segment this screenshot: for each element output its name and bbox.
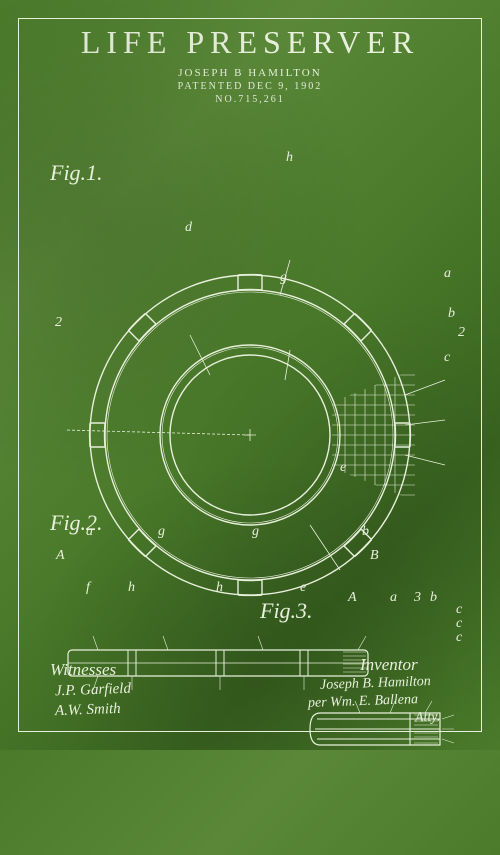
witness-sig-2: A.W. Smith: [55, 701, 121, 720]
fig3-drawing: [0, 105, 500, 855]
witnesses-label: Witnesses: [50, 660, 116, 680]
fig3-part-c3: c: [456, 630, 462, 646]
fig3-part-3: 3: [414, 590, 421, 606]
fig3-part-a: a: [390, 590, 397, 606]
fig3-part-b: b: [430, 590, 437, 606]
fig3-part-A: A: [348, 590, 357, 606]
inventor-sig-3: Atty.: [415, 710, 441, 727]
inventor-label: Inventor: [360, 655, 418, 675]
witness-sig-1: J.P. Garfield: [55, 681, 132, 701]
